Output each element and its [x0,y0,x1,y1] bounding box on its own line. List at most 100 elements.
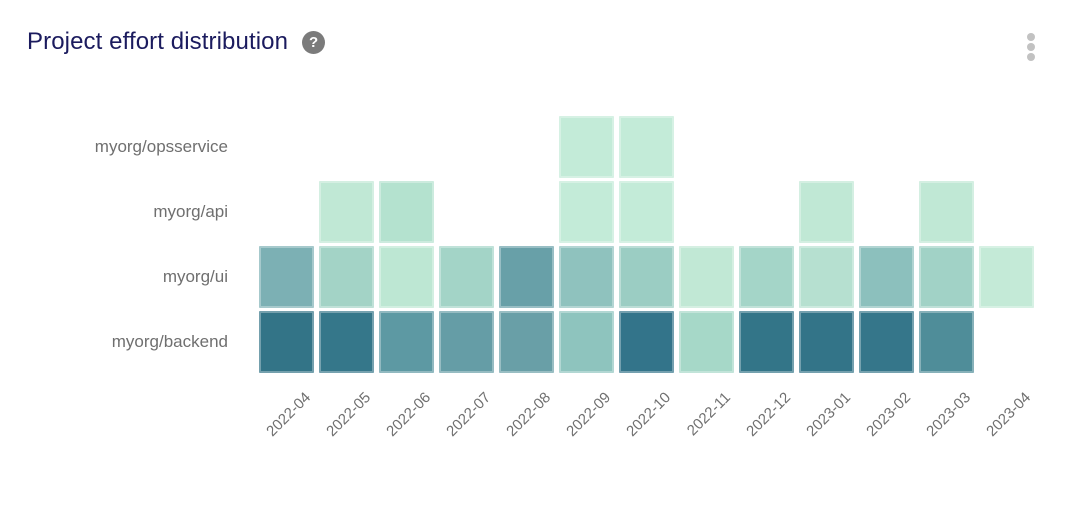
x-axis-label: 2023-01 [799,381,854,471]
heatmap-cell[interactable] [499,311,554,373]
heatmap-row: myorg/ui [0,246,1039,308]
x-axis-label-text: 2022-10 [623,389,675,440]
x-axis-label: 2022-07 [439,381,494,471]
heatmap-cell-empty [859,116,914,178]
heatmap-cell[interactable] [919,246,974,308]
heatmap-cell[interactable] [559,116,614,178]
heatmap-cell-empty [319,116,374,178]
x-axis-label-text: 2023-01 [803,389,855,440]
heatmap-cell-empty [799,116,854,178]
kebab-dot [1027,33,1035,41]
heatmap-row-cells [259,311,1039,373]
heatmap-cell[interactable] [919,311,974,373]
x-axis-label: 2022-12 [739,381,794,471]
x-axis-label: 2023-02 [859,381,914,471]
x-axis-label: 2022-11 [679,381,734,471]
x-axis-label: 2023-03 [919,381,974,471]
heatmap-cell-empty [739,181,794,243]
heatmap-cell[interactable] [739,246,794,308]
y-axis-label: myorg/ui [162,267,228,286]
heatmap-cell-empty [979,116,1034,178]
heatmap-cell[interactable] [859,311,914,373]
heatmap-cell[interactable] [379,311,434,373]
heatmap-cell[interactable] [679,246,734,308]
x-axis-label-text: 2022-04 [263,389,315,440]
x-axis-label-text: 2023-02 [863,389,915,440]
heatmap-cell[interactable] [559,246,614,308]
x-axis-label-text: 2022-11 [683,389,735,440]
y-axis-label: myorg/backend [111,332,228,351]
heatmap-cell[interactable] [619,246,674,308]
heatmap-cell[interactable] [319,181,374,243]
y-axis-label: myorg/api [153,202,228,221]
kebab-dot [1027,53,1035,61]
x-axis-label: 2022-09 [559,381,614,471]
heatmap-cell[interactable] [679,311,734,373]
heatmap-cell-empty [259,181,314,243]
heatmap-cell[interactable] [799,311,854,373]
x-axis-label-text: 2023-03 [923,389,975,440]
heatmap-cell[interactable] [739,311,794,373]
heatmap-cell-empty [259,116,314,178]
x-axis-label: 2022-05 [319,381,374,471]
heatmap-cell[interactable] [499,246,554,308]
heatmap-cell-empty [499,116,554,178]
heatmap-cell[interactable] [919,181,974,243]
x-axis-label-text: 2022-06 [383,389,435,440]
x-axis-label: 2022-10 [619,381,674,471]
x-axis-label-text: 2022-09 [563,389,615,440]
help-icon[interactable]: ? [302,30,326,54]
heatmap-row-cells [259,116,1039,178]
heatmap-cell[interactable] [439,246,494,308]
heatmap-cell[interactable] [259,311,314,373]
x-axis-label: 2023-04 [979,381,1034,471]
heatmap-cell[interactable] [319,246,374,308]
heatmap-grid: myorg/opsservice myorg/api myorg/ui myorg/b… [0,116,1039,373]
heatmap-cell[interactable] [319,311,374,373]
x-axis-label: 2022-08 [499,381,554,471]
heatmap-cell[interactable] [259,246,314,308]
heatmap-cell[interactable] [559,311,614,373]
heatmap-cell[interactable] [859,246,914,308]
chart-header: Project effort distribution ? [27,28,1053,61]
heatmap-cell-empty [679,181,734,243]
x-axis-label-text: 2022-08 [503,389,555,440]
heatmap-cell[interactable] [619,311,674,373]
heatmap-cell-empty [379,116,434,178]
heatmap-cell[interactable] [619,116,674,178]
heatmap-row: myorg/backend [0,311,1039,373]
heatmap-cell[interactable] [379,246,434,308]
chart-title: Project effort distribution [27,28,289,55]
heatmap-cell-empty [499,181,554,243]
x-axis-label-text: 2022-07 [443,389,495,440]
x-axis-label-text: 2022-05 [323,389,375,440]
heatmap: myorg/opsservice myorg/api myorg/ui myorg/b… [0,116,1039,376]
x-axis: 2022-04 2022-05 2022-06 2022-07 2022-08 2022-… [259,381,1049,476]
heatmap-cell-empty [859,181,914,243]
heatmap-cell-empty [979,311,1034,373]
heatmap-cell-empty [919,116,974,178]
heatmap-row: myorg/opsservice [0,116,1039,178]
heatmap-cell[interactable] [619,181,674,243]
heatmap-cell-empty [739,116,794,178]
heatmap-cell[interactable] [979,246,1034,308]
kebab-menu-button[interactable] [1021,30,1041,64]
heatmap-row-cells [259,181,1039,243]
heatmap-cell[interactable] [379,181,434,243]
x-axis-label: 2022-06 [379,381,434,471]
heatmap-cell-empty [979,181,1034,243]
heatmap-cell[interactable] [799,246,854,308]
heatmap-cell-empty [679,116,734,178]
heatmap-cell[interactable] [559,181,614,243]
x-axis-label-text: 2022-12 [743,389,795,440]
heatmap-cell[interactable] [799,181,854,243]
heatmap-row-cells [259,246,1039,308]
heatmap-cell-empty [439,116,494,178]
x-axis-label: 2022-04 [259,381,314,471]
y-axis-label: myorg/opsservice [94,137,228,156]
heatmap-cell[interactable] [439,311,494,373]
heatmap-row: myorg/api [0,181,1039,243]
kebab-dot [1027,43,1035,51]
heatmap-cell-empty [439,181,494,243]
